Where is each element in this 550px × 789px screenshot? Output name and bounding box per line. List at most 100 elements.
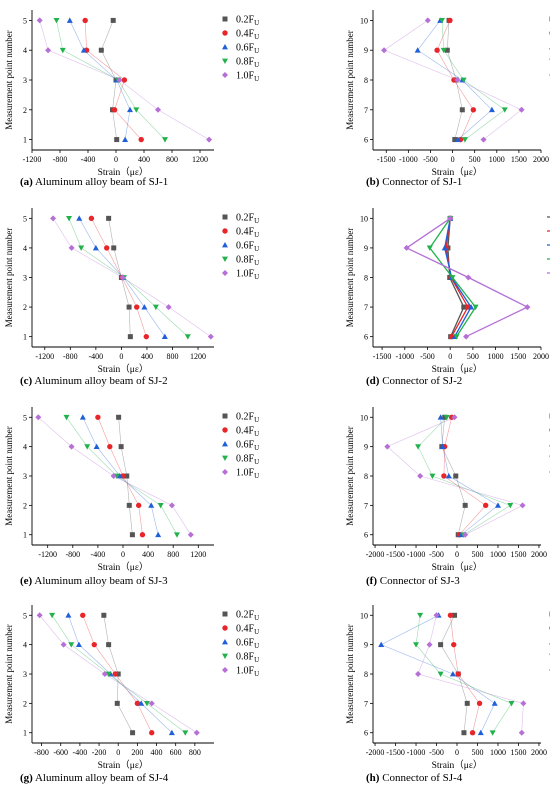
data-point: [60, 641, 67, 648]
legend-marker: [222, 270, 228, 276]
data-point: [152, 304, 159, 311]
x-tick-label: 500: [467, 352, 479, 361]
legend-marker: [222, 427, 228, 433]
x-axis-label: Strain（με）: [98, 166, 149, 178]
y-tick-label: 1: [23, 729, 27, 738]
data-point: [462, 502, 468, 508]
y-axis-label: Measurement point number: [4, 228, 14, 327]
data-point: [92, 244, 99, 251]
legend-subscript: U: [254, 416, 259, 424]
x-tick-label: -400: [73, 748, 88, 757]
legend-subscript: U: [254, 259, 259, 267]
x-tick-label: 800: [166, 155, 178, 164]
data-point: [143, 700, 150, 707]
legend-marker: [222, 653, 228, 659]
x-tick-label: -1000: [407, 550, 426, 559]
data-point: [424, 17, 431, 24]
x-tick-label: 2000: [531, 550, 547, 559]
data-point: [36, 17, 43, 24]
data-point: [118, 444, 124, 450]
data-point: [141, 304, 148, 310]
data-point: [45, 47, 52, 54]
data-point: [524, 304, 531, 311]
x-tick-label: -1500: [386, 550, 405, 559]
data-point: [440, 47, 447, 54]
y-tick-label: 2: [23, 303, 27, 312]
data-point: [437, 671, 444, 677]
series-4: [415, 414, 514, 538]
y-tick-label: 8: [364, 670, 368, 679]
series-3: [378, 612, 498, 736]
data-point: [36, 612, 43, 619]
chart-e: -1200 -800 -400 0 400 800 1200 1 2 3 4 5 Strain（με） M…: [4, 407, 259, 573]
legend-label: 1.0FU: [236, 666, 259, 679]
series-2: [80, 612, 155, 736]
data-point: [470, 107, 477, 113]
caption-b: (b) Connector of SJ-1: [366, 176, 463, 188]
data-point: [161, 333, 168, 340]
data-point: [93, 443, 100, 450]
data-point: [110, 17, 116, 23]
x-tick-label: -800: [63, 352, 78, 361]
series-5: [415, 612, 527, 736]
y-tick-label: 10: [360, 413, 368, 422]
data-point: [84, 444, 91, 450]
series-5: [36, 612, 200, 736]
x-tick-label: 0: [455, 550, 459, 559]
y-tick-label: 9: [364, 46, 368, 55]
data-point: [138, 136, 144, 143]
series-4: [413, 612, 515, 736]
data-point: [49, 612, 56, 619]
y-tick-label: 6: [364, 136, 368, 145]
data-point: [449, 275, 456, 281]
data-point: [106, 642, 112, 648]
y-tick-label: 5: [23, 214, 27, 223]
y-tick-label: 3: [23, 274, 27, 283]
data-point: [115, 671, 121, 677]
data-point: [462, 531, 469, 538]
chart-g: -800 -600 -400 -200 0 200 400 600 800 1 2 3 4 5 Strain…: [4, 605, 259, 771]
data-point: [518, 729, 525, 736]
x-tick-label: -800: [53, 155, 68, 164]
data-point: [119, 274, 126, 281]
y-tick-label: 5: [23, 611, 27, 620]
legend-label: 0.2FU: [236, 412, 259, 425]
x-axis-label: Strain（με）: [98, 759, 149, 771]
data-point: [116, 77, 123, 83]
legend-marker: [222, 30, 228, 36]
data-point: [116, 473, 123, 479]
series-5: [403, 215, 531, 340]
x-tick-label: 800: [166, 352, 178, 361]
data-point: [148, 700, 155, 707]
data-point: [460, 77, 467, 83]
data-point: [121, 77, 128, 83]
y-tick-label: 4: [23, 443, 27, 452]
data-point: [518, 106, 525, 113]
data-point: [489, 730, 496, 736]
data-point: [65, 612, 72, 618]
y-tick-label: 2: [23, 106, 27, 115]
legend-marker: [222, 639, 228, 645]
y-axis-label: Measurement point number: [4, 30, 14, 129]
series-2: [434, 17, 477, 143]
data-point: [451, 641, 457, 648]
data-point: [414, 47, 421, 53]
data-point: [480, 136, 487, 143]
data-point: [477, 729, 484, 736]
y-tick-label: 4: [23, 46, 27, 55]
data-point: [79, 414, 86, 420]
data-point: [494, 502, 501, 508]
data-point: [82, 17, 88, 24]
x-tick-label: 800: [167, 550, 179, 559]
legend-subscript: U: [254, 614, 259, 622]
series-line: [417, 615, 524, 733]
data-point: [126, 304, 132, 310]
y-tick-label: 1: [23, 136, 27, 145]
data-point: [68, 443, 75, 450]
legend-subscript: U: [254, 430, 259, 438]
legend-marker: [222, 455, 228, 461]
chart-c: -1200 -800 -400 0 400 800 1200 1 2 3 4 5 Strain（με） M…: [4, 208, 259, 375]
data-point: [451, 77, 457, 83]
x-axis-label: Strain（με）: [98, 561, 149, 573]
legend-subscript: U: [254, 231, 259, 239]
